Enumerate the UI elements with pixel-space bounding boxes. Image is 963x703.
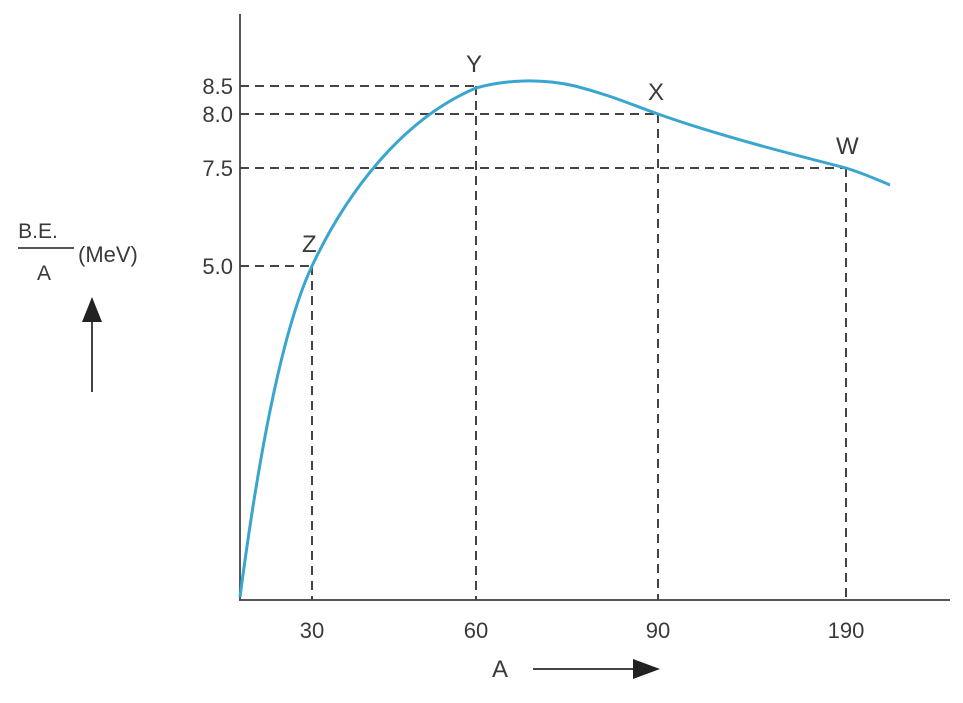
x-tick-label: 90 [646,618,670,643]
point-label-Z: Z [302,231,317,258]
ylabel-numerator: B.E. [18,220,58,243]
xlabel: A [492,656,508,683]
curve-line [238,79,891,598]
x-arrow-head-icon [633,659,660,679]
y-arrow-head-icon [82,297,102,322]
ylabel-unit: (MeV) [78,242,138,267]
ylabel-denominator: A [37,262,51,285]
y-tick-label: 5.0 [202,254,233,279]
y-tick-label: 8.5 [202,74,233,99]
point-label-Y: Y [466,51,482,78]
y-tick-label: 7.5 [202,156,233,181]
point-label-X: X [648,79,664,106]
y-tick-label: 8.0 [202,102,233,127]
point-label-W: W [836,133,859,160]
x-tick-label: 60 [464,618,488,643]
x-tick-label: 190 [828,618,865,643]
x-tick-label: 30 [300,618,324,643]
